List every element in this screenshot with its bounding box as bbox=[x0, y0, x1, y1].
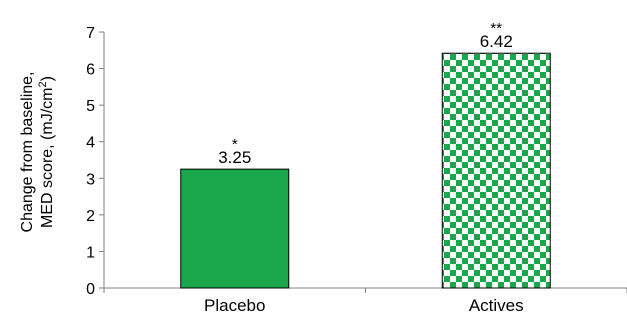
category-label-placebo: Placebo bbox=[204, 296, 265, 315]
y-axis-label-line2: MED score, (mJ/cm2) bbox=[37, 76, 56, 228]
significance-marker-placebo: * bbox=[232, 136, 238, 153]
category-label-actives: Actives bbox=[469, 296, 524, 315]
y-tick-label: 4 bbox=[86, 135, 95, 152]
y-tick-label: 5 bbox=[86, 98, 95, 115]
y-axis-label-unit: MED score, (mJ/cm bbox=[39, 88, 56, 228]
y-axis-label-line1: Change from baseline, bbox=[19, 72, 36, 233]
y-axis-label: Change from baseline, MED score, (mJ/cm2… bbox=[19, 72, 56, 233]
data-label-placebo: 3.25 bbox=[218, 148, 251, 167]
bars bbox=[180, 52, 551, 289]
y-tick-label: 0 bbox=[86, 281, 95, 298]
significance-marker-actives: ** bbox=[490, 20, 502, 37]
y-tick-label: 6 bbox=[86, 62, 95, 79]
y-axis-label-superscript: 2 bbox=[37, 81, 49, 87]
bar-placebo bbox=[180, 168, 290, 289]
y-tick-label: 2 bbox=[86, 208, 95, 225]
x-ticks: Placebo Actives bbox=[103, 288, 627, 315]
y-tick-label: 3 bbox=[86, 171, 95, 188]
data-label-actives: 6.42 bbox=[480, 32, 513, 51]
bar-labels: 3.25* 6.42** bbox=[218, 20, 513, 167]
y-tick-label: 1 bbox=[86, 244, 95, 261]
y-tick-label: 7 bbox=[86, 25, 95, 42]
y-ticks: 0 1 2 3 4 5 6 7 bbox=[86, 25, 104, 298]
y-axis-label-close: ) bbox=[39, 76, 56, 81]
bar-actives bbox=[441, 52, 551, 289]
